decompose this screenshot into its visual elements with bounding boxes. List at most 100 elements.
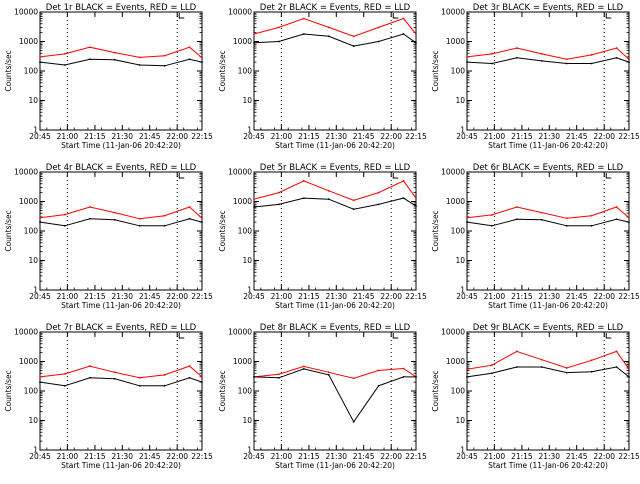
data-point-events — [327, 198, 330, 201]
series-line-events — [39, 377, 203, 387]
data-point-events — [113, 377, 116, 380]
data-point-lld — [39, 216, 41, 219]
data-point-lld — [628, 216, 630, 219]
data-point-events — [163, 224, 166, 227]
x-tick-label: 20:45 — [243, 292, 265, 301]
x-tick-label: 21:45 — [566, 292, 588, 301]
y-tick-label: 10000 — [228, 168, 252, 177]
y-axis-label: Counts/sec — [431, 50, 440, 91]
data-point-lld — [278, 26, 280, 29]
data-point-events — [377, 40, 380, 43]
corner-marker — [178, 333, 185, 339]
data-point-events — [188, 217, 191, 220]
x-tick-label: 21:30 — [538, 292, 560, 301]
data-point-lld — [515, 47, 518, 49]
data-point-events — [163, 64, 166, 67]
y-tick-label: 10000 — [441, 328, 465, 337]
data-point-events — [352, 45, 355, 47]
data-point-lld — [491, 214, 493, 216]
data-point-lld — [565, 58, 568, 61]
y-tick-label: 1000 — [19, 197, 38, 206]
x-tick-label: 21:15 — [84, 452, 106, 461]
x-tick-label: 20:45 — [456, 132, 478, 141]
y-tick-label: 100 — [238, 227, 253, 236]
data-point-events — [352, 420, 355, 423]
data-point-events — [402, 197, 405, 200]
data-point-lld — [466, 368, 468, 371]
y-tick-label: 10 — [28, 416, 38, 425]
data-point-events — [188, 376, 191, 379]
data-point-events — [64, 384, 66, 387]
x-axis-label: Start Time (11-Jan-06 20:42:20) — [488, 461, 608, 470]
y-tick-label: 100 — [238, 387, 253, 396]
y-tick-label: 1000 — [19, 357, 38, 366]
series-line-lld — [466, 47, 630, 60]
x-tick-label: 21:00 — [484, 452, 506, 461]
series-line-events — [253, 197, 417, 210]
data-point-events — [302, 368, 305, 370]
x-tick-label: 22:15 — [191, 132, 213, 141]
data-point-lld — [163, 374, 166, 376]
data-point-events — [39, 381, 41, 384]
chart-title: Det 1r BLACK = Events, RED = LLD — [46, 3, 197, 13]
chart-title: Det 9r BLACK = Events, RED = LLD — [473, 323, 624, 333]
data-point-events — [163, 384, 166, 387]
series-line-lld — [39, 206, 203, 220]
data-point-lld — [540, 358, 543, 361]
data-point-lld — [138, 217, 141, 220]
data-point-events — [415, 41, 417, 44]
data-point-lld — [39, 376, 41, 378]
x-tick-label: 21:15 — [84, 292, 106, 301]
y-axis-label: Counts/sec — [4, 210, 13, 251]
x-tick-label: 22:15 — [405, 292, 427, 301]
data-point-events — [466, 61, 468, 64]
y-axis-label: Counts/sec — [431, 370, 440, 411]
data-point-events — [615, 366, 618, 368]
y-tick-label: 10 — [242, 96, 252, 105]
data-point-events — [253, 206, 255, 208]
chart-title: Det 7r BLACK = Events, RED = LLD — [46, 323, 197, 333]
series-line-lld — [253, 17, 417, 37]
chart-panel-2: Det 2r BLACK = Events, RED = LLD 1 10 100 10… — [218, 3, 427, 150]
data-point-lld — [565, 217, 568, 220]
data-point-events — [402, 376, 405, 378]
y-tick-label: 1000 — [19, 37, 38, 46]
x-axis-label: Start Time (11-Jan-06 20:42:20) — [61, 301, 181, 310]
x-tick-label: 21:00 — [271, 292, 293, 301]
x-tick-label: 21:00 — [484, 292, 506, 301]
series-line-lld — [39, 46, 203, 59]
y-tick-label: 10 — [455, 256, 465, 265]
data-point-lld — [188, 365, 191, 367]
data-point-lld — [466, 216, 468, 219]
corner-marker — [178, 13, 185, 19]
data-point-lld — [88, 365, 91, 367]
data-point-lld — [590, 54, 593, 56]
data-point-lld — [278, 191, 280, 194]
data-point-lld — [163, 54, 166, 57]
data-point-events — [88, 58, 91, 61]
data-point-lld — [628, 58, 630, 61]
data-point-events — [540, 59, 543, 62]
data-point-lld — [201, 217, 203, 220]
series-line-events — [466, 366, 630, 378]
series-line-events — [253, 33, 417, 47]
chart-panel-8: Det 8r BLACK = Events, RED = LLD 1 10 100 10… — [218, 323, 427, 470]
data-point-events — [402, 33, 405, 35]
chart-title: Det 5r BLACK = Events, RED = LLD — [260, 163, 411, 173]
chart-title: Det 8r BLACK = Events, RED = LLD — [260, 323, 411, 333]
data-point-lld — [188, 206, 191, 208]
data-point-events — [327, 35, 330, 38]
x-tick-label: 21:30 — [538, 132, 560, 141]
data-point-events — [628, 376, 630, 378]
data-point-lld — [377, 26, 380, 29]
series-line-lld — [466, 206, 630, 219]
y-tick-label: 1 — [247, 126, 252, 135]
data-point-events — [540, 366, 543, 368]
x-tick-label: 22:00 — [166, 452, 188, 461]
x-tick-label: 21:00 — [271, 452, 293, 461]
y-tick-label: 10 — [455, 96, 465, 105]
corner-marker — [178, 173, 185, 179]
y-tick-label: 100 — [451, 387, 466, 396]
chart-title: Det 2r BLACK = Events, RED = LLD — [260, 3, 411, 13]
